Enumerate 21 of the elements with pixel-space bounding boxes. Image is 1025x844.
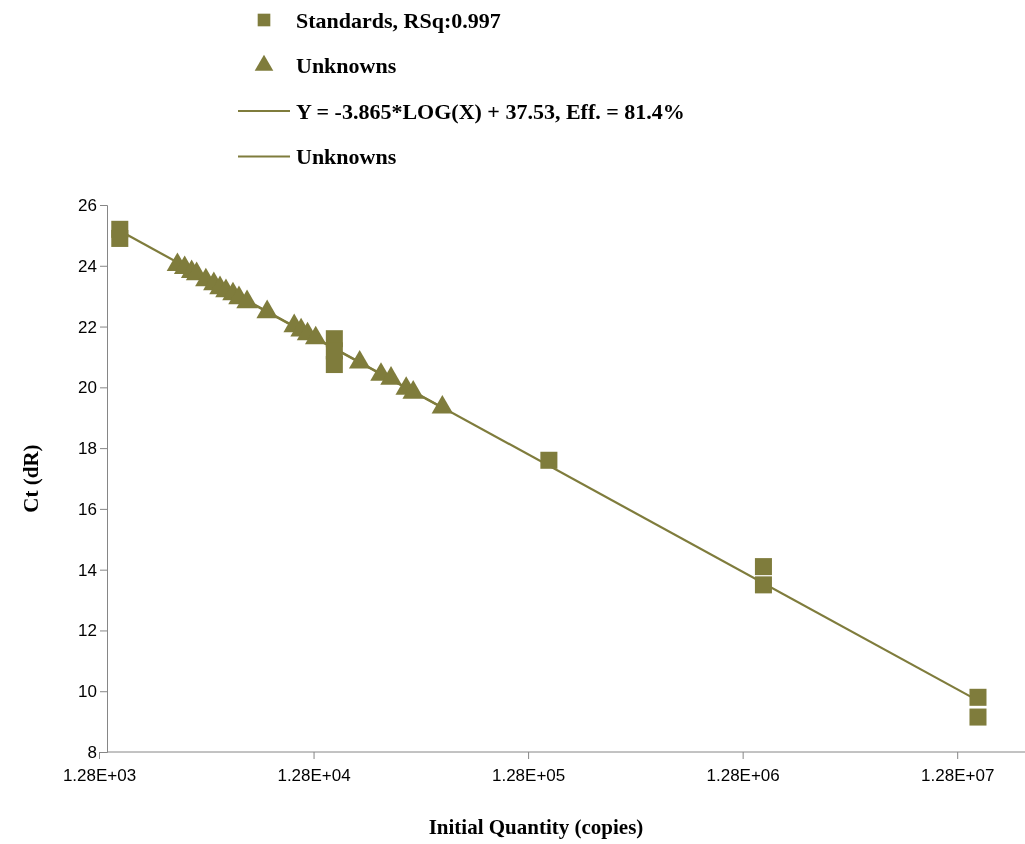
y-tick-label: 8 [87,742,97,762]
y-tick-label: 12 [78,621,97,641]
y-tick-label: 26 [78,195,97,215]
x-tick-label: 1.28E+03 [62,765,137,785]
y-axis-title: Ct (dR) [19,444,43,513]
y-tick-label: 16 [78,499,97,519]
x-tick-label: 1.28E+06 [706,765,780,785]
legend-label: Y = -3.865*LOG(X) + 37.53, Eff. = 81.4% [296,98,685,124]
x-tick-label: 1.28E+07 [921,765,995,785]
y-tick-label: 10 [78,682,97,702]
legend-label: Unknowns [296,53,397,79]
x-tick-label: 1.28E+05 [491,765,566,785]
y-tick-label: 14 [78,560,97,580]
legend-label: Standards, RSq:0.997 [296,7,501,33]
y-tick-label: 18 [78,439,97,459]
x-axis-title: Initial Quantity (copies) [428,815,644,839]
legend-label: Unknowns [296,144,397,170]
y-tick-label: 20 [78,378,97,398]
y-tick-label: 24 [78,256,97,276]
y-tick-label: 22 [78,317,97,337]
x-tick-label: 1.28E+04 [277,765,351,785]
